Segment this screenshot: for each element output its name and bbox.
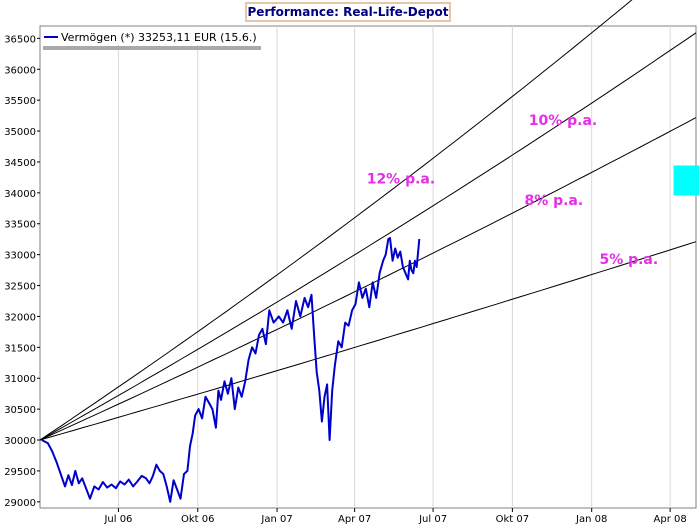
y-tick-label: 29500 (4, 467, 36, 478)
y-tick-label: 31500 (4, 343, 36, 354)
y-tick-label: 29000 (4, 498, 36, 509)
trend-annotation-label: 8% p.a. (524, 193, 583, 209)
y-tick-label: 32000 (4, 312, 36, 323)
legend-underline (43, 46, 261, 50)
y-tick-label: 32500 (4, 282, 36, 293)
annotations: 10% p.a. 12% p.a. 8% p.a. 5% p.a. (367, 113, 700, 268)
y-tick-label: 36000 (4, 65, 36, 76)
x-tick-label: Jul 06 (103, 514, 132, 525)
cyan-square-marker (673, 165, 700, 196)
chart-title: Performance: Real-Life-Depot (245, 2, 451, 22)
legend-label: Vermögen (*) 33253,11 EUR (15.6.) (61, 31, 257, 44)
x-tick-label: Jan 07 (260, 514, 292, 525)
series-line (41, 237, 421, 503)
y-tick-label: 36500 (4, 34, 36, 45)
plot-area (39, 25, 697, 509)
x-tick-label: Okt 07 (496, 514, 530, 525)
y-tick-label: 34500 (4, 158, 36, 169)
grid-lines (117, 26, 671, 508)
x-tick-label: Apr 07 (338, 514, 371, 525)
trend-line (39, 0, 633, 441)
y-tick-label: 33000 (4, 251, 36, 262)
x-axis-ticks: Jul 06 Okt 06 Jan 07 Apr 07 Jul 07 Okt 07 Jan … (103, 508, 687, 525)
trend-annotation-label: 10% p.a. (529, 113, 598, 129)
y-axis-ticks: 29000 29500 30000 30500 31000 31500 32000 32500… (4, 34, 40, 509)
y-tick-label: 34000 (4, 189, 36, 200)
trend-lines (39, 0, 697, 441)
y-tick-label: 35000 (4, 127, 36, 138)
series-lines (41, 237, 421, 503)
trend-line (39, 117, 697, 441)
y-tick-label: 30000 (4, 436, 36, 447)
x-tick-label: Jan 08 (575, 514, 607, 525)
x-tick-label: Okt 06 (181, 514, 215, 525)
x-tick-label: Apr 08 (654, 514, 687, 525)
y-tick-label: 35500 (4, 96, 36, 107)
y-tick-label: 33500 (4, 220, 36, 231)
legend: Vermögen (*) 33253,11 EUR (15.6.) (41, 27, 261, 50)
trend-line (39, 241, 697, 441)
trend-annotation-label: 12% p.a. (367, 172, 436, 188)
trend-line (39, 32, 697, 441)
legend-box (41, 27, 258, 45)
trend-annotation-label: 5% p.a. (599, 252, 658, 268)
y-tick-label: 30500 (4, 405, 36, 416)
y-tick-label: 31000 (4, 374, 36, 385)
x-tick-label: Jul 07 (418, 514, 447, 525)
